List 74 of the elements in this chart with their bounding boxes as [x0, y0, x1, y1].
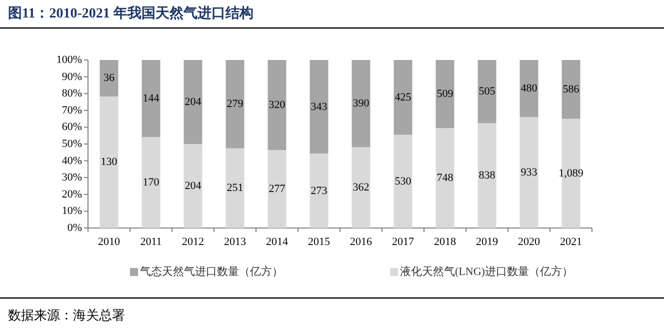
bar [268, 60, 286, 150]
bar [520, 117, 538, 228]
bar [310, 60, 328, 154]
annotation: 130 [100, 156, 118, 168]
y-tick-label: 60% [62, 121, 82, 134]
bar [184, 60, 202, 144]
y-tick-label: 100% [56, 54, 82, 66]
bar [478, 123, 496, 228]
x-tick-label: 2016 [350, 236, 372, 248]
bar [436, 128, 454, 228]
bar [100, 60, 118, 96]
bar [226, 148, 244, 228]
x-tick-label: 2019 [476, 236, 498, 248]
annotation: 204 [184, 96, 202, 108]
bar [352, 147, 370, 228]
annotation: 748 [436, 172, 454, 184]
annotation: 144 [142, 92, 160, 105]
bar [184, 144, 202, 228]
annotation: 320 [268, 99, 286, 112]
bar [394, 134, 412, 228]
annotation: 170 [142, 176, 160, 189]
annotation: 277 [268, 183, 286, 196]
y-tick-label: 10% [62, 205, 82, 218]
annotation: 343 [310, 100, 328, 113]
x-tick-label: 2013 [224, 236, 246, 248]
y-tick-label: 40% [62, 154, 82, 167]
y-tick-label: 20% [62, 188, 82, 200]
y-tick-label: 70% [62, 104, 82, 116]
x-tick-label: 2014 [266, 236, 288, 248]
bar [520, 60, 538, 118]
x-tick-label: 2018 [434, 236, 456, 248]
x-tick-label: 2015 [308, 236, 330, 248]
chart-title: 图11：2010-2021 年我国天然气进口结构 [8, 6, 254, 22]
annotation: 1,089 [558, 167, 584, 180]
bar [310, 154, 328, 228]
bar [352, 60, 370, 148]
annotation: 838 [478, 170, 496, 182]
x-tick-label: 2010 [98, 236, 120, 248]
annotation: 36 [104, 72, 115, 84]
x-tick-label: 2011 [140, 236, 162, 248]
annotation: 933 [520, 166, 538, 179]
x-tick-label: 2020 [518, 236, 540, 248]
y-tick-label: 30% [62, 172, 82, 184]
annotation: 425 [394, 91, 412, 104]
y-tick-label: 90% [62, 70, 82, 83]
bar [478, 60, 496, 124]
bar [394, 60, 412, 135]
bar [268, 150, 286, 228]
annotation: 279 [226, 98, 244, 110]
source-note: 数据来源：海关总署 [8, 308, 125, 322]
annotation: 480 [520, 82, 538, 95]
y-tick-label: 50% [62, 138, 82, 150]
annotation: 273 [310, 184, 328, 197]
annotation: 530 [394, 175, 412, 188]
bar [142, 137, 160, 228]
legend-label: 气态天然气进口数量（亿方） [140, 265, 283, 278]
annotation: 505 [478, 86, 496, 98]
x-tick-label: 2021 [560, 236, 582, 248]
y-tick-label: 0% [67, 222, 82, 234]
annotation: 204 [184, 180, 202, 192]
bar [226, 60, 244, 148]
bar [100, 96, 118, 228]
x-tick-label: 2012 [182, 236, 204, 248]
annotation: 390 [352, 98, 370, 110]
annotation: 251 [226, 182, 244, 194]
bar [436, 60, 454, 128]
y-tick-label: 80% [62, 88, 82, 100]
annotation: 362 [352, 182, 370, 194]
bar [562, 60, 580, 119]
annotation: 586 [562, 83, 580, 96]
bar [142, 60, 160, 138]
x-tick-label: 2017 [392, 236, 414, 248]
legend-label: 液化天然气(LNG)进口数量（亿方） [400, 265, 573, 278]
annotation: 509 [436, 88, 454, 100]
